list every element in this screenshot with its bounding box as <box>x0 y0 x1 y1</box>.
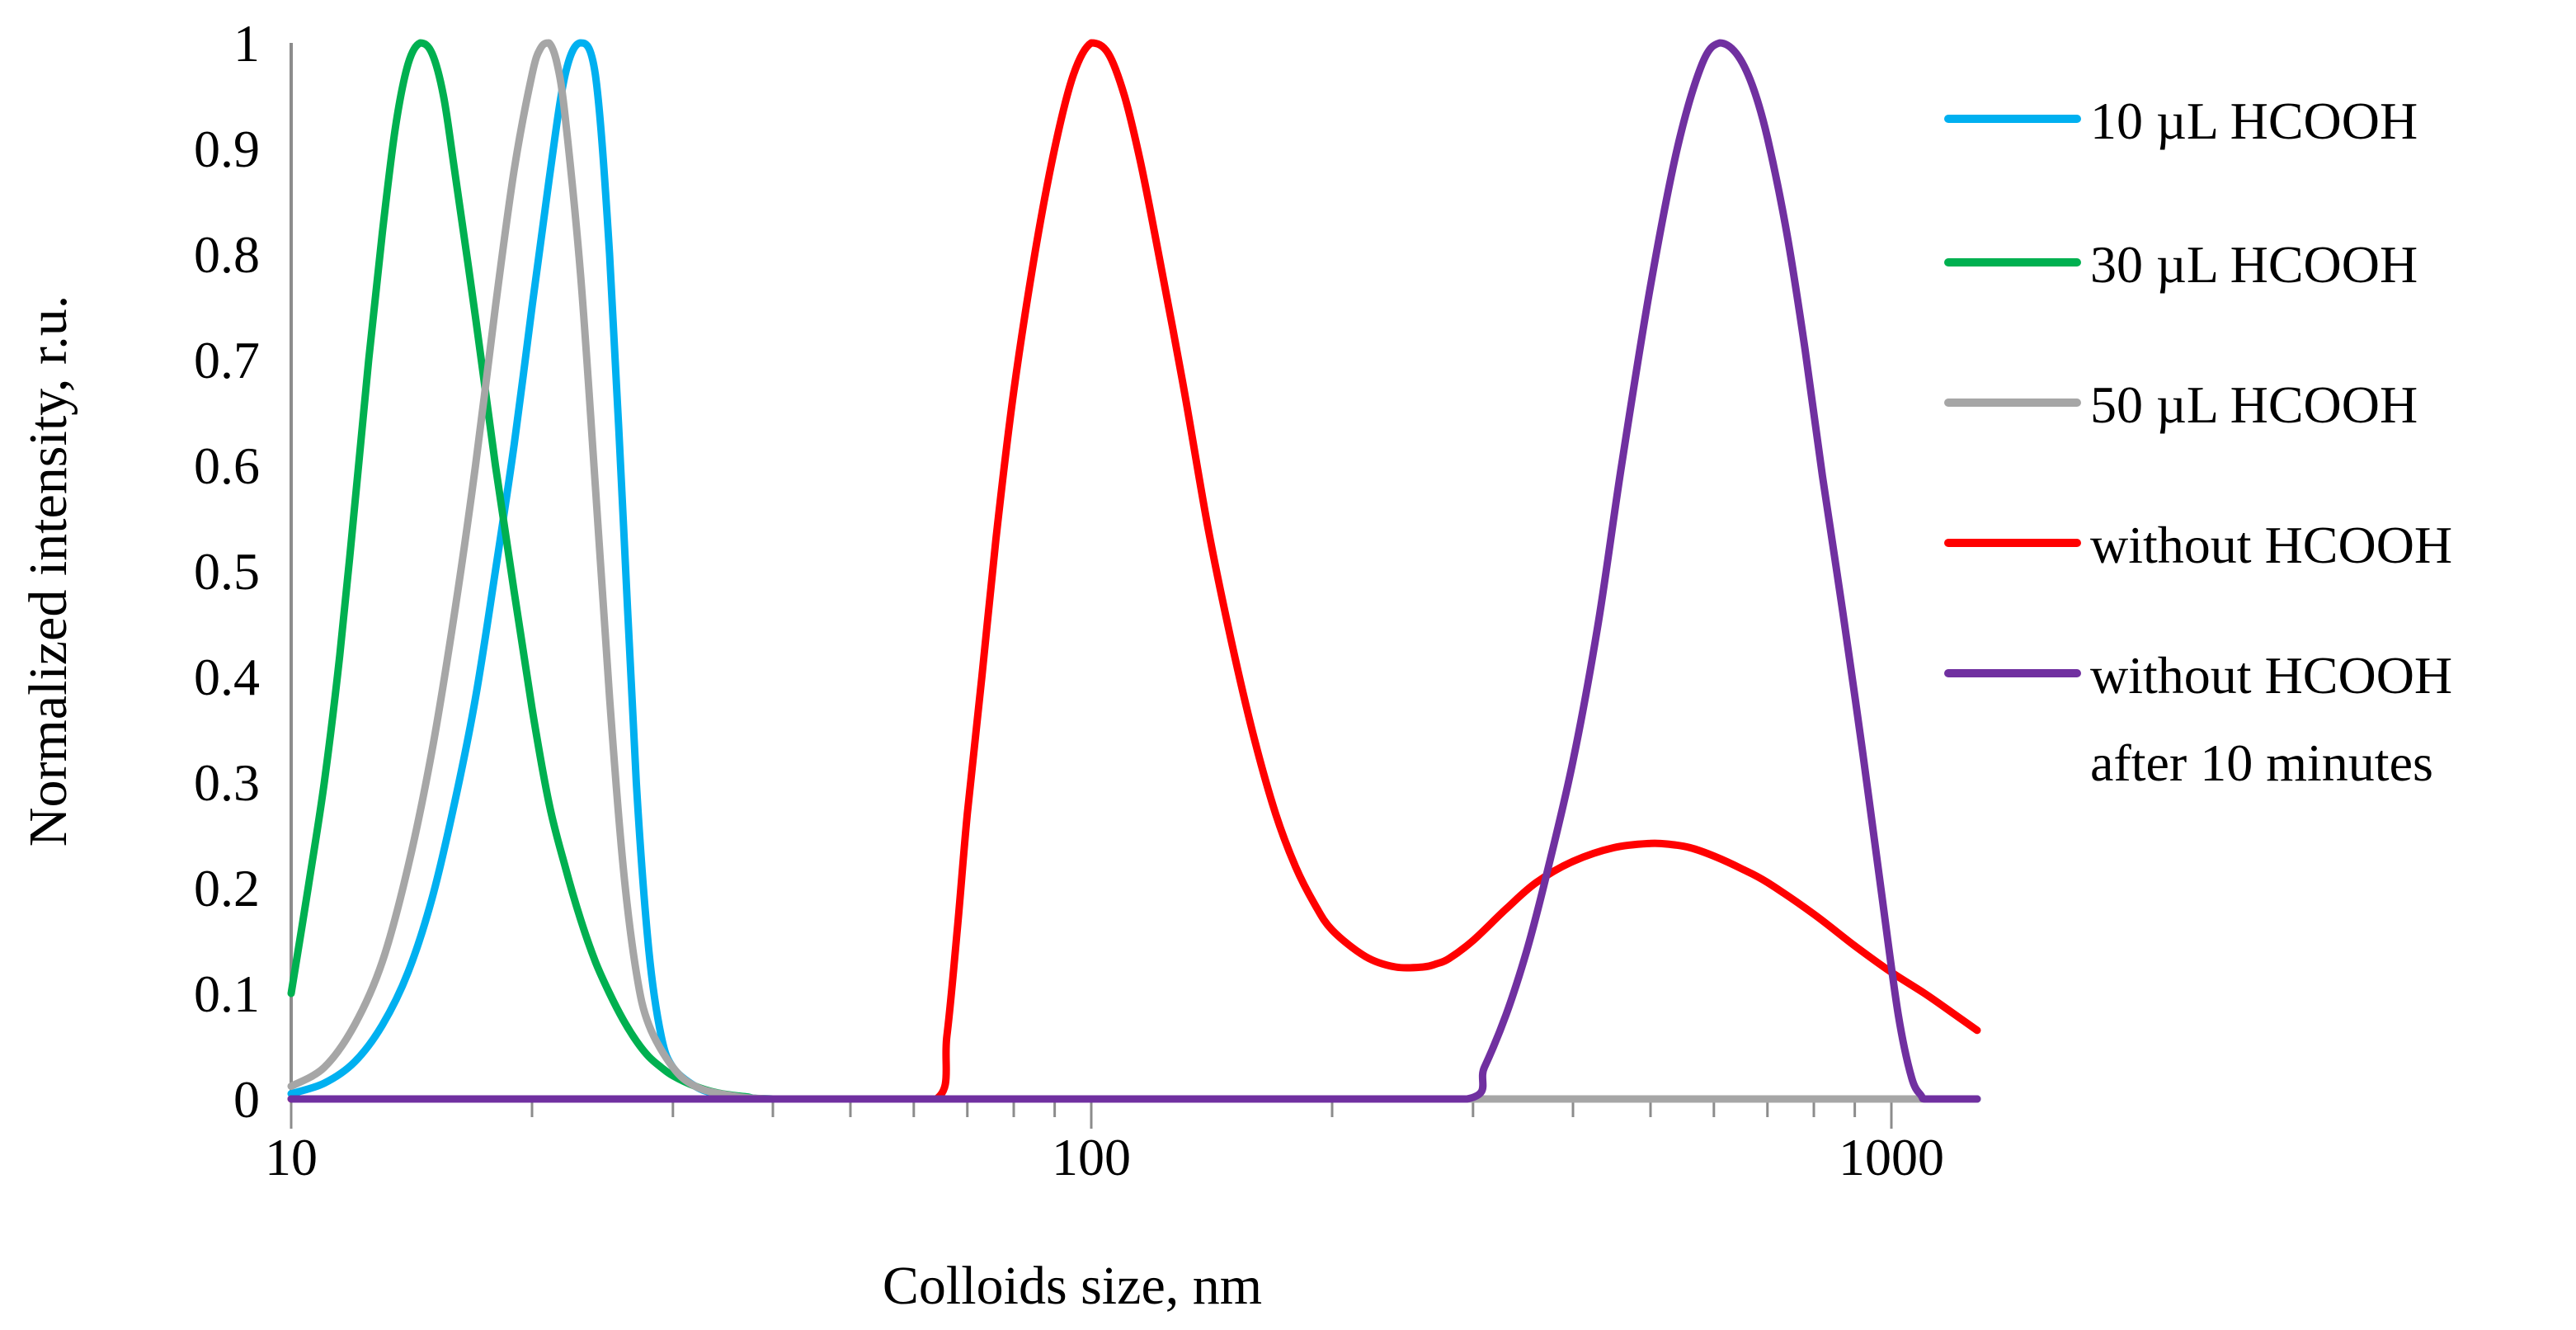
series-lines <box>287 39 1981 1103</box>
x-ticks: 10 100 1000 <box>265 1099 1944 1186</box>
legend-label: 10 µL HCOOH <box>2090 92 2418 150</box>
y-tick-label: 0.6 <box>194 436 260 495</box>
legend-label: after 10 minutes <box>2090 733 2433 792</box>
x-tick-label: 100 <box>1052 1128 1131 1186</box>
legend-label: 50 µL HCOOH <box>2090 375 2418 434</box>
series-line-5 <box>287 39 1981 1103</box>
series-line-1 <box>287 39 1981 1103</box>
y-tick-label: 0.2 <box>194 859 260 917</box>
y-tick-label: 0.8 <box>194 225 260 284</box>
y-tick-label: 0.3 <box>194 753 260 812</box>
series-line-4 <box>287 39 1981 1103</box>
y-tick-label: 0.4 <box>194 648 260 706</box>
y-tick-label: 0.5 <box>194 542 260 601</box>
legend-label: without HCOOH <box>2090 516 2452 574</box>
legend: 10 µL HCOOH 30 µL HCOOH 50 µL HCOOH without… <box>1944 92 2452 792</box>
x-axis-title: Colloids size, nm <box>883 1256 1262 1316</box>
x-tick-label: 10 <box>265 1128 318 1186</box>
y-tick-label: 0 <box>233 1070 260 1129</box>
y-tick-label: 0.9 <box>194 120 260 178</box>
y-axis-title: Normalized intensity, r.u. <box>18 295 78 847</box>
y-tick-label: 0.7 <box>194 331 260 389</box>
y-tick-label: 1 <box>233 14 260 73</box>
x-tick-label: 1000 <box>1839 1128 1944 1186</box>
legend-label: 30 µL HCOOH <box>2090 235 2418 294</box>
legend-label: without HCOOH <box>2090 646 2452 705</box>
y-ticks: 0 0.1 0.2 0.3 0.4 0.5 0.6 0.7 0.8 0.9 1 <box>194 14 260 1129</box>
y-tick-label: 0.1 <box>194 964 260 1023</box>
